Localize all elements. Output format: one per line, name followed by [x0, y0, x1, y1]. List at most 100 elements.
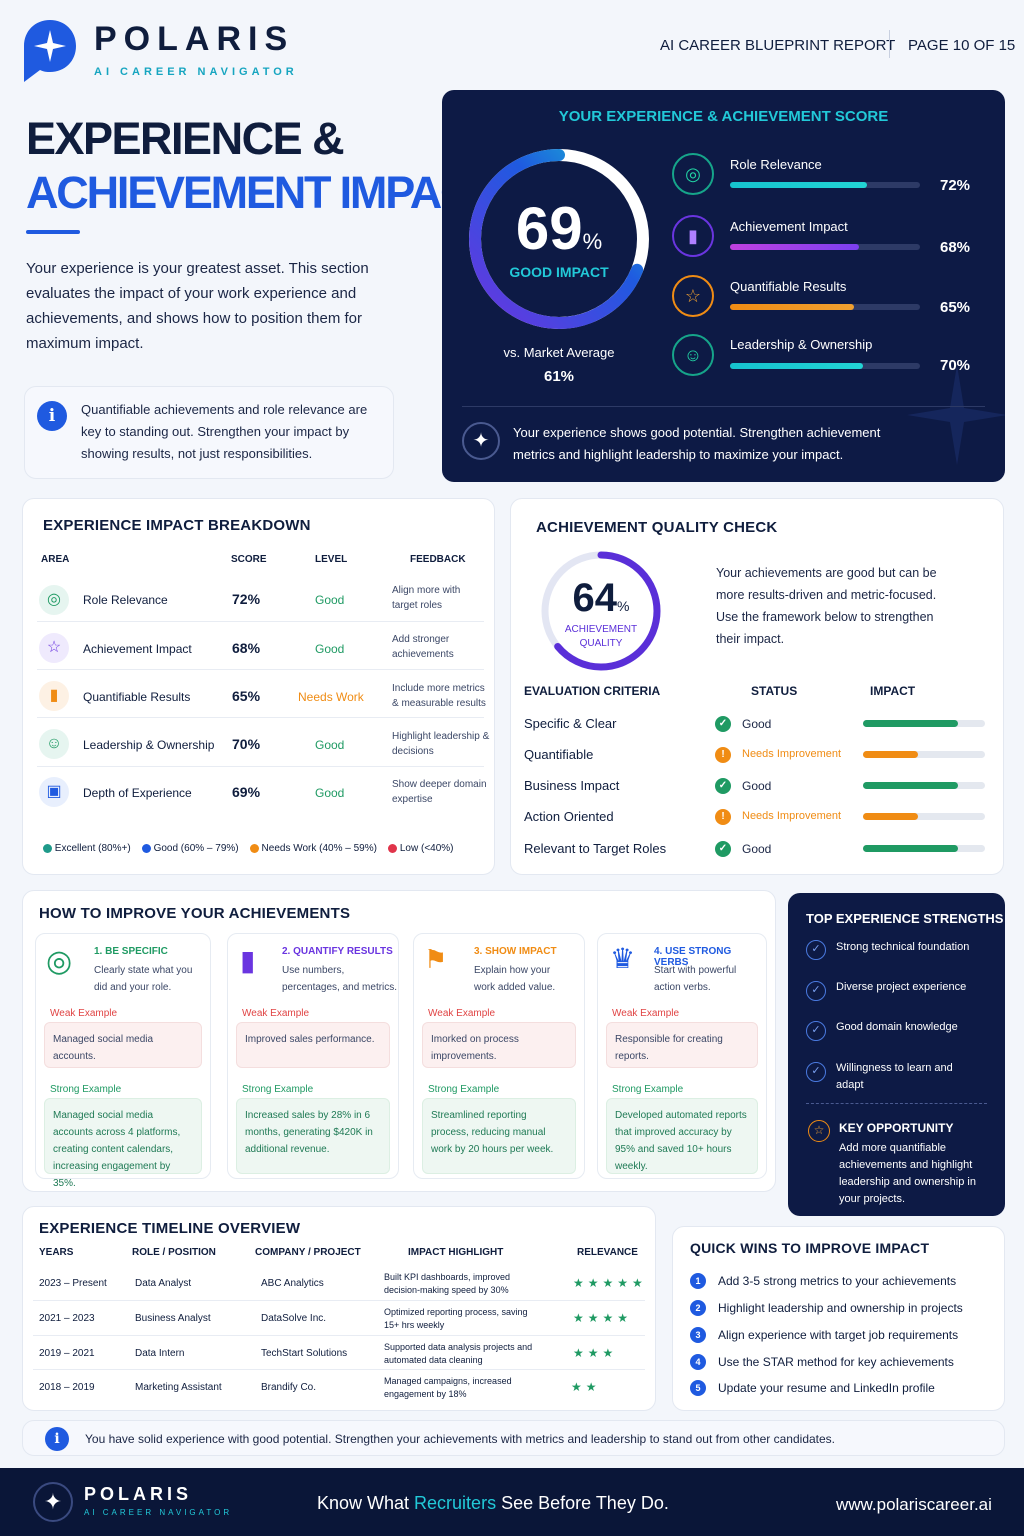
score-number: 69 — [515, 195, 583, 262]
criteria-label: Specific & Clear — [524, 716, 617, 731]
criteria-label: Business Impact — [524, 778, 620, 793]
star-icon: ☆ — [39, 633, 69, 663]
row-divider — [33, 1300, 645, 1301]
footer-brand-name: POLARIS — [84, 1484, 193, 1504]
compass-watermark-icon — [907, 365, 1005, 465]
polaris-logo-icon — [24, 20, 76, 82]
trophy-icon: ♛ — [610, 943, 636, 974]
strong-example: Streamlined reporting process, reducing … — [422, 1098, 576, 1174]
quality-ring — [541, 551, 661, 671]
quality-arc — [541, 551, 661, 671]
impact-bar — [863, 845, 985, 852]
opportunity-title: KEY OPPORTUNITY — [839, 1121, 954, 1135]
row-years: 2021 – 2023 — [39, 1313, 95, 1324]
brand-tagline: AI CAREER NAVIGATOR — [94, 66, 298, 78]
breakdown-table — [37, 574, 484, 824]
tip-card: ⚑ 3. SHOW IMPACT Explain how your work a… — [413, 933, 585, 1179]
metric-bar — [730, 304, 920, 310]
market-label: vs. Market Average — [503, 345, 615, 360]
area-feedback: Add stronger achievements — [392, 634, 454, 660]
check-icon: ✓ — [715, 716, 731, 732]
relevance-stars: ★★★★★ — [573, 1276, 647, 1290]
metric-bar — [730, 182, 920, 188]
col-header-impact: IMPACT HIGHLIGHT — [408, 1247, 504, 1258]
criteria-status: Needs Improvement — [742, 748, 842, 760]
legend-dot — [43, 843, 52, 853]
bar-chart-icon: ▮ — [39, 681, 69, 711]
col-header-score: SCORE — [231, 554, 267, 565]
table-row — [37, 670, 484, 718]
quality-title: ACHIEVEMENT QUALITY CHECK — [536, 519, 778, 536]
weak-label: Weak Example — [50, 1008, 118, 1019]
area-label: Role Relevance — [83, 593, 168, 607]
tip-desc: Clearly state what you did and your role… — [94, 965, 193, 993]
target-icon: ◎ — [672, 153, 714, 195]
tip-card: ◎ 1. BE SPECIFIC Clearly state what you … — [35, 933, 211, 1189]
weak-label: Weak Example — [612, 1008, 680, 1019]
slogan-part-a: Know What — [317, 1493, 415, 1513]
warning-icon: ! — [715, 809, 731, 825]
footer-url[interactable]: www.polariscareer.ai — [836, 1495, 992, 1514]
check-icon: ✓ — [806, 1062, 826, 1082]
quickwin-item: Update your resume and LinkedIn profile — [718, 1381, 935, 1395]
quality-label-line2: QUALITY — [579, 638, 623, 649]
impact-bar — [863, 782, 985, 789]
quickwin-item: Add 3-5 strong metrics to your achieveme… — [718, 1274, 957, 1288]
quickwins-card: QUICK WINS TO IMPROVE IMPACT 1 Add 3-5 s… — [672, 1226, 1005, 1411]
col-header-status: STATUS — [751, 684, 798, 698]
logo — [22, 18, 78, 84]
quality-label: ACHIEVEMENT QUALITY — [539, 623, 663, 651]
row-impact: Built KPI dashboards, improved decision-… — [384, 1272, 511, 1295]
metric-value: 72% — [940, 177, 971, 194]
check-icon: ✓ — [715, 841, 731, 857]
row-role: Business Analyst — [135, 1313, 211, 1324]
strengths-title: TOP EXPERIENCE STRENGTHS — [806, 911, 1004, 926]
target-icon: ◎ — [46, 945, 73, 978]
score-unit: % — [582, 229, 603, 254]
legend-dot — [388, 843, 398, 853]
row-role: Data Intern — [135, 1348, 185, 1359]
brand-name: POLARIS — [94, 20, 295, 58]
legend-item: Needs Work (40% – 59%) — [261, 843, 377, 854]
warning-icon: ! — [715, 747, 731, 763]
tip-title: 2. QUANTIFY RESULTS — [282, 946, 393, 957]
footer: ✦ POLARIS AI CAREER NAVIGATOR Know What … — [0, 1468, 1024, 1536]
col-header-area: AREA — [41, 554, 70, 565]
page-title-line2: ACHIEVEMENT IMPACT — [26, 167, 498, 218]
legend-dot — [141, 843, 151, 853]
weak-example: Responsible for creating reports. — [606, 1022, 758, 1068]
legend-item: Low (<40%) — [399, 843, 454, 854]
quality-unit: % — [617, 598, 630, 614]
row-role: Marketing Assistant — [135, 1382, 222, 1393]
briefcase-icon: ▣ — [39, 777, 69, 807]
score-note: Your experience shows good potential. St… — [513, 425, 881, 462]
step-number: 4 — [690, 1354, 706, 1370]
area-level: Good — [315, 786, 345, 800]
legend-dot — [249, 843, 259, 853]
col-header-feedback: FEEDBACK — [410, 554, 466, 565]
area-feedback: Highlight leadership & decisions — [392, 731, 490, 757]
breakdown-card: EXPERIENCE IMPACT BREAKDOWN AREA SCORE L… — [22, 498, 495, 875]
quickwin-item: Use the STAR method for key achievements — [718, 1355, 954, 1369]
tip-card: ▮ 2. QUANTIFY RESULTS Use numbers, perce… — [227, 933, 399, 1179]
relevance-stars: ★★★★ — [573, 1311, 633, 1325]
tip-title: 1. BE SPECIFIC — [94, 946, 168, 957]
weak-label: Weak Example — [428, 1008, 496, 1019]
area-label: Achievement Impact — [83, 642, 192, 656]
area-label: Leadership & Ownership — [83, 738, 215, 752]
quality-value: 64% — [539, 576, 663, 621]
row-company: Brandify Co. — [261, 1382, 317, 1393]
level-legend: Excellent (80%+) Good (60% – 79%) Needs … — [43, 843, 454, 854]
impact-bar — [863, 720, 985, 727]
strong-example: Increased sales by 28% in 6 months, gene… — [236, 1098, 390, 1174]
score-ring — [469, 149, 649, 329]
table-row — [37, 622, 484, 670]
criteria-label: Relevant to Target Roles — [524, 841, 667, 856]
improve-card: HOW TO IMPROVE YOUR ACHIEVEMENTS ◎ 1. BE… — [22, 890, 776, 1192]
step-number: 2 — [690, 1300, 706, 1316]
metric-bar — [730, 244, 920, 250]
score-panel-title: YOUR EXPERIENCE & ACHIEVEMENT SCORE — [558, 108, 889, 125]
quality-label-line1: ACHIEVEMENT — [564, 624, 638, 635]
row-company: ABC Analytics — [261, 1278, 324, 1289]
strength-item: Diverse project experience — [836, 981, 967, 993]
